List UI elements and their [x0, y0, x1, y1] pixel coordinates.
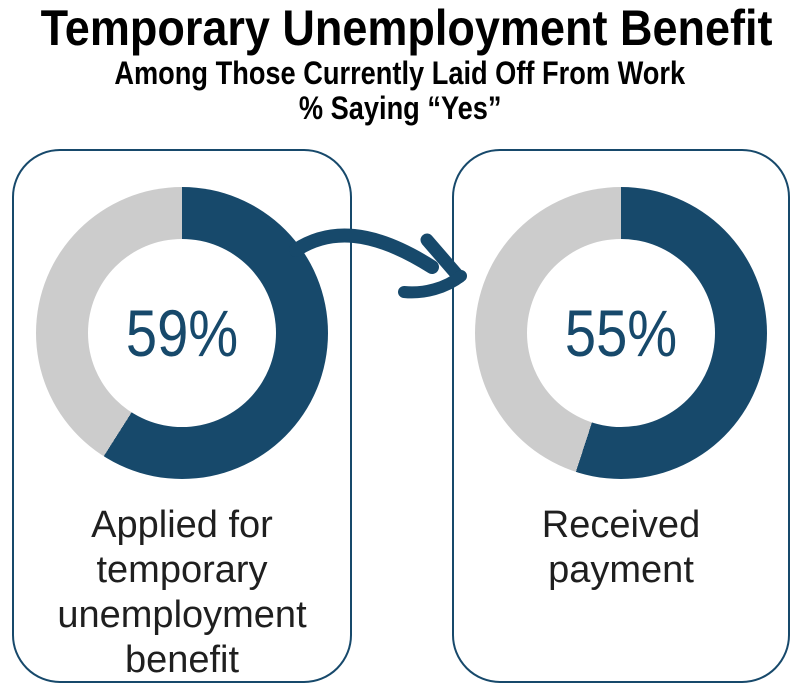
- applied-percent-value: 59%: [36, 187, 328, 479]
- received-caption: Received payment: [541, 504, 701, 591]
- donut-hole: [88, 239, 276, 427]
- measure-note-text: % Saying “Yes”: [298, 90, 502, 126]
- header: Temporary Unemployment Benefit Among Tho…: [0, 0, 800, 126]
- applied-card: 59% Applied for temporary unemployment b…: [12, 149, 352, 683]
- page-title-text: Temporary Unemployment Benefit: [40, 0, 773, 56]
- applied-caption: Applied for temporary unemployment benef…: [57, 504, 307, 681]
- subtitle: Among Those Currently Laid Off From Work: [0, 56, 800, 91]
- received-card: 55% Received payment: [452, 149, 790, 683]
- subtitle-text: Among Those Currently Laid Off From Work: [114, 55, 686, 91]
- donut-chart-applied: 59%: [36, 187, 328, 479]
- page-title: Temporary Unemployment Benefit: [0, 0, 800, 56]
- donut-chart-received: 55%: [475, 187, 767, 479]
- received-percent-text: 55%: [564, 296, 678, 370]
- measure-note: % Saying “Yes”: [0, 91, 800, 126]
- donut-hole: [527, 239, 715, 427]
- applied-percent-text: 59%: [125, 296, 239, 370]
- received-percent-value: 55%: [475, 187, 767, 479]
